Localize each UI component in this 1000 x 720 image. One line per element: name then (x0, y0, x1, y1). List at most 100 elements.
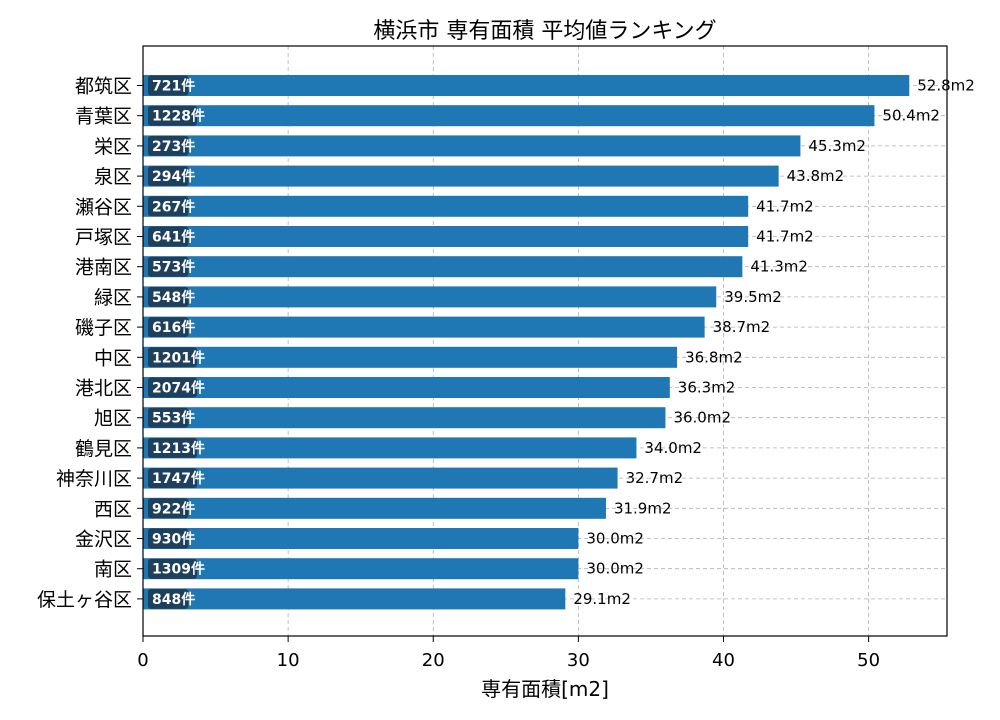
bar (143, 437, 637, 459)
count-label: 1228件 (152, 108, 205, 125)
value-label: 31.9m2 (614, 499, 672, 517)
y-tick-label: 旭区 (94, 408, 132, 430)
count-label: 573件 (152, 259, 195, 276)
y-tick-label: 南区 (94, 559, 132, 581)
y-tick-label: 港北区 (75, 378, 132, 400)
bars (143, 75, 910, 610)
count-badge (148, 196, 189, 217)
count-label: 1213件 (152, 440, 205, 457)
x-tick-label: 30 (567, 650, 590, 671)
bar (143, 528, 579, 549)
y-tick-label: 神奈川区 (56, 468, 132, 490)
count-badge (148, 437, 197, 458)
count-badge (148, 256, 189, 277)
bar (143, 286, 717, 308)
bar (143, 497, 606, 519)
y-tick-label: 泉区 (94, 166, 132, 188)
count-badge (148, 588, 189, 609)
value-label: 41.3m2 (750, 258, 808, 276)
count-label: 1747件 (152, 470, 205, 487)
bar (143, 195, 749, 217)
value-label: 52.8m2 (917, 77, 975, 95)
value-label: 50.4m2 (882, 107, 940, 125)
count-badge (148, 528, 189, 549)
y-tick-label: 金沢区 (75, 529, 132, 551)
bar (143, 165, 779, 187)
count-badge (148, 407, 189, 428)
value-label: 34.0m2 (644, 439, 702, 457)
count-badge (148, 498, 189, 519)
y-axis: 都筑区青葉区栄区泉区瀬谷区戸塚区港南区緑区磯子区中区港北区旭区鶴見区神奈川区西区… (37, 76, 143, 611)
value-label: 39.5m2 (724, 288, 782, 306)
value-label: 36.8m2 (685, 348, 743, 366)
x-tick-label: 50 (857, 650, 880, 671)
bar (143, 588, 566, 610)
x-axis: 0 10 20 30 40 50 (137, 636, 880, 671)
count-badge (148, 135, 189, 156)
count-badge (148, 317, 189, 338)
value-label: 30.0m2 (586, 560, 644, 578)
value-label: 32.7m2 (626, 469, 684, 487)
count-label: 1309件 (152, 561, 205, 578)
y-tick-label: 戸塚区 (75, 227, 132, 249)
bar (143, 135, 801, 157)
value-label: 36.3m2 (678, 379, 736, 397)
bar (143, 377, 670, 398)
bar (143, 407, 666, 429)
bar (143, 316, 705, 338)
count-badge (148, 468, 197, 489)
value-label: 45.3m2 (808, 137, 866, 155)
count-badge (148, 558, 197, 579)
y-tick-label: 都筑区 (75, 76, 132, 98)
y-tick-label: 瀬谷区 (75, 196, 132, 218)
count-badge (148, 377, 197, 398)
count-label: 930件 (152, 531, 195, 548)
x-tick-label: 40 (712, 650, 735, 671)
y-tick-label: 中区 (94, 347, 132, 369)
bar (143, 467, 618, 489)
y-tick-label: 磯子区 (75, 317, 132, 339)
y-tick-label: 港南区 (75, 257, 132, 279)
count-label: 616件 (152, 319, 195, 336)
count-label: 848件 (152, 591, 195, 608)
y-tick-label: 緑区 (94, 287, 132, 309)
count-label: 922件 (152, 500, 195, 517)
x-tick-label: 20 (422, 650, 445, 671)
count-label: 548件 (152, 289, 195, 306)
value-label: 41.7m2 (756, 228, 814, 246)
count-label: 1201件 (152, 349, 205, 366)
y-tick-label: 鶴見区 (75, 438, 132, 460)
value-label: 36.0m2 (673, 409, 731, 427)
count-label: 553件 (152, 410, 195, 427)
count-badge (148, 347, 197, 368)
bar (143, 75, 910, 96)
count-label: 267件 (152, 198, 195, 215)
bar (143, 226, 749, 247)
x-tick-label: 0 (137, 650, 148, 671)
bar (143, 105, 875, 127)
count-badge (148, 105, 197, 126)
x-tick-label: 10 (277, 650, 300, 671)
count-label: 294件 (152, 168, 195, 185)
count-label: 641件 (152, 229, 195, 246)
chart-title: 横浜市 専有面積 平均値ランキング (373, 19, 716, 44)
value-label: 41.7m2 (756, 197, 814, 215)
count-label: 2074件 (152, 380, 205, 397)
count-badge (148, 166, 189, 187)
bar (143, 346, 678, 368)
count-badge (148, 226, 189, 247)
bar (143, 256, 743, 278)
value-label: 43.8m2 (787, 167, 845, 185)
plot-frame (142, 45, 948, 637)
y-tick-label: 保土ヶ谷区 (37, 589, 132, 611)
count-label: 721件 (152, 78, 195, 95)
bar (143, 558, 579, 580)
count-badge (148, 286, 189, 307)
x-axis-label: 専有面積[m2] (481, 677, 609, 701)
count-badge (148, 75, 189, 96)
value-label: 29.1m2 (573, 590, 631, 608)
value-label: 30.0m2 (586, 530, 644, 548)
count-label: 273件 (152, 138, 195, 155)
bar-labels: 721件 52.8m2 1228件 50.4m2 273件 45.3m2 294件 43.8m… (148, 75, 975, 609)
